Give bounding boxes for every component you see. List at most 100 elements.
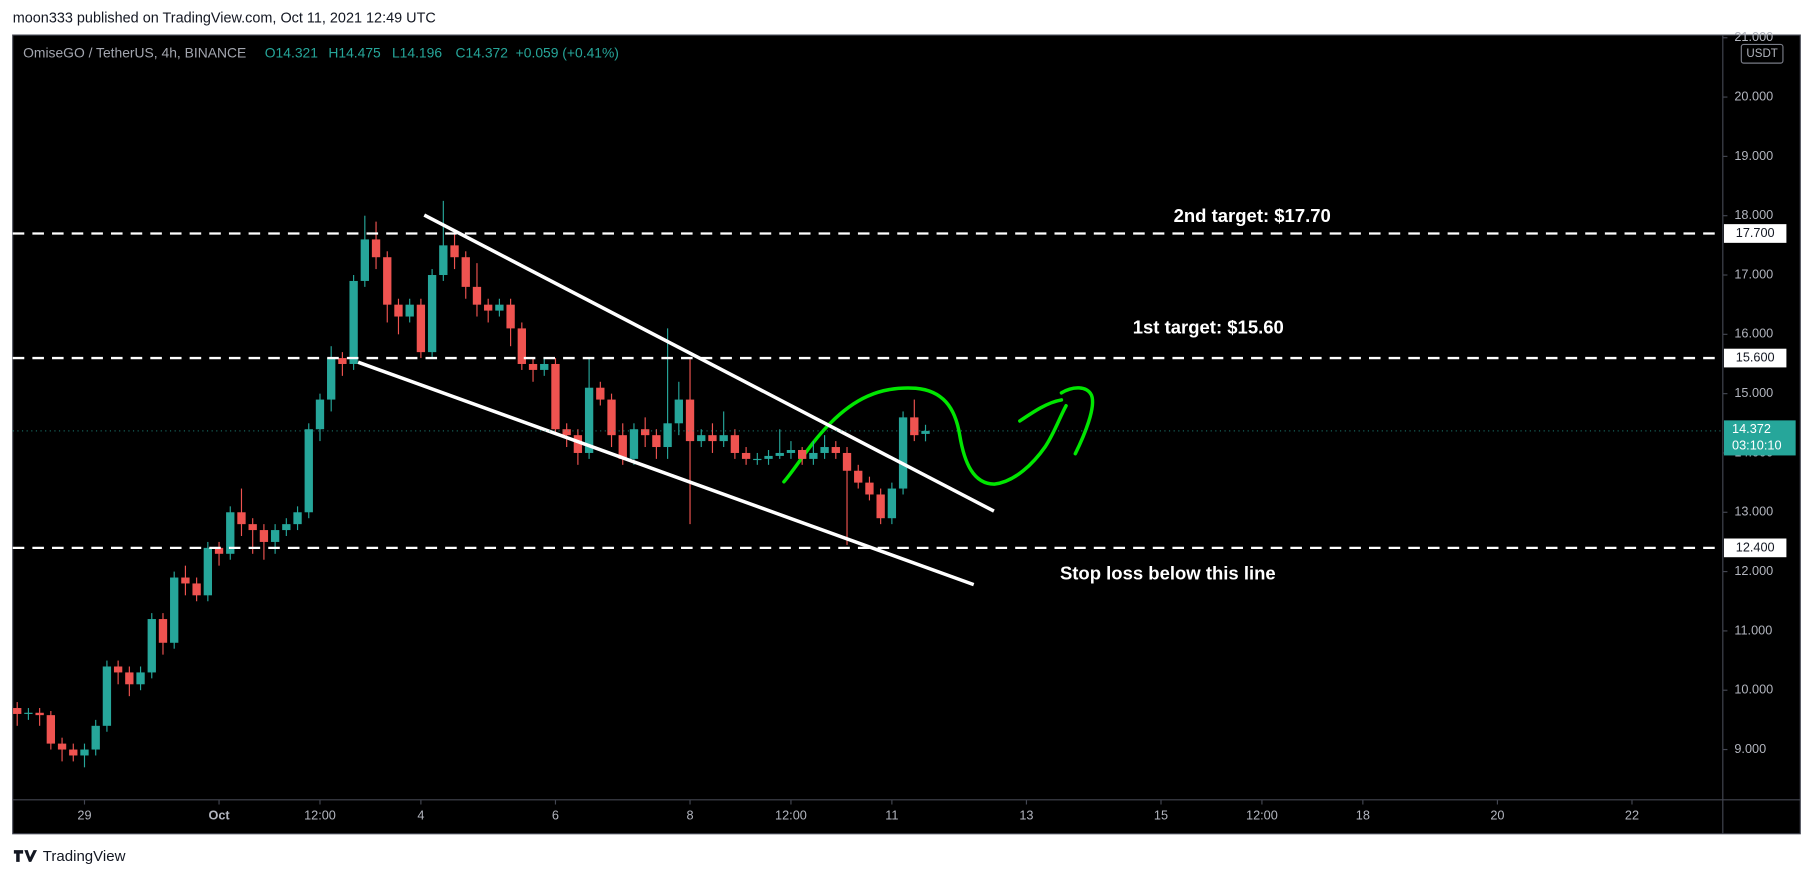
candle-body (46, 715, 56, 744)
y-tick-label: 12.000 (1734, 563, 1773, 578)
level-price-box (1723, 224, 1787, 243)
candle-body (652, 435, 661, 448)
x-tick-label: 13 (1019, 808, 1033, 823)
drawn-curve (1018, 398, 1064, 423)
candle-body (338, 358, 347, 364)
candle-body (113, 666, 123, 673)
candle-body (450, 245, 459, 258)
y-tick-label: 15.000 (1734, 385, 1773, 400)
candle-body (809, 452, 818, 459)
candle-body (697, 435, 706, 442)
candle-body (495, 304, 504, 311)
y-tick-label: 17.000 (1734, 266, 1773, 281)
candle-body (910, 417, 919, 436)
candle-body (461, 257, 470, 287)
candle-body (158, 619, 168, 643)
level-annotation: Stop loss below this line (1060, 563, 1276, 584)
candle-body (170, 577, 179, 643)
candle-body (147, 619, 156, 673)
candle-body (405, 304, 414, 317)
legend-value: O14.321 (265, 44, 318, 60)
candle-body (315, 399, 325, 430)
candle-body (562, 429, 571, 436)
candle-body (753, 458, 762, 461)
drawn-curve (1059, 386, 1095, 456)
candle-body (674, 399, 683, 424)
candle-body (798, 449, 807, 459)
candle-body (842, 452, 852, 471)
y-tick-label: 11.000 (1734, 622, 1772, 637)
candle-body (517, 328, 526, 364)
candle-body (383, 257, 392, 305)
candle-body (259, 530, 269, 542)
candle-body (596, 387, 605, 400)
candle-body (203, 547, 213, 596)
candle-body (730, 435, 740, 453)
last-price-box (1723, 420, 1796, 456)
level-price-label: 15.600 (1736, 349, 1775, 364)
candle-body (181, 577, 190, 584)
logo-mark (13, 850, 37, 862)
candle-body (439, 245, 448, 276)
candle-body (573, 435, 583, 453)
last-price-label: 14.372 (1732, 421, 1771, 436)
candle-body (35, 712, 44, 716)
candle-body (69, 749, 78, 756)
candle-body (663, 423, 672, 448)
candle-body (528, 363, 538, 370)
x-tick-label: Oct (208, 808, 230, 823)
y-tick-label: 19.000 (1734, 148, 1773, 163)
candle-body (282, 524, 291, 531)
x-tick-label: 12:00 (775, 808, 807, 823)
candle-body (854, 470, 863, 483)
y-tick-label: 18.000 (1734, 207, 1773, 222)
candle-body (102, 666, 112, 726)
candle-body (641, 429, 650, 436)
legend-value: C14.372 (456, 44, 509, 60)
candle-body (427, 275, 437, 353)
candle-body (618, 435, 627, 459)
y-tick-label: 10.000 (1734, 682, 1773, 697)
candle-body (898, 417, 908, 489)
candle-body (887, 488, 897, 519)
candle-body (865, 482, 874, 495)
candle-body (540, 363, 549, 370)
x-tick-label: 4 (417, 808, 424, 823)
candles (13, 200, 930, 768)
candle-body (13, 708, 22, 714)
candle-body (741, 452, 751, 459)
candle-body (371, 239, 381, 258)
candle-body (349, 280, 358, 364)
candle-body (831, 447, 840, 453)
x-tick-label: 20 (1490, 808, 1504, 823)
candle-body (629, 429, 639, 459)
x-tick-label: 29 (77, 808, 91, 823)
candle-body (360, 239, 369, 281)
candle-body (506, 304, 515, 329)
candle-body (820, 447, 829, 453)
legend-value: H14.475 (328, 44, 381, 60)
candle-body (248, 524, 257, 531)
y-unit: USDT (1746, 47, 1777, 60)
legend-value: +0.059 (+0.41%) (516, 44, 619, 60)
countdown: 03:10:10 (1732, 437, 1781, 452)
candle-body (607, 399, 616, 436)
x-tick-label: 18 (1356, 808, 1370, 823)
tradingview-logo (13, 850, 37, 862)
candle-body (91, 725, 100, 750)
legend-value: L14.196 (392, 44, 442, 60)
level-price-box (1723, 538, 1787, 558)
candle-body (293, 512, 302, 525)
candle-body (764, 455, 773, 459)
x-tick-label: 8 (686, 808, 693, 823)
candle-body (327, 358, 336, 400)
unit-box (1740, 43, 1784, 64)
x-tick-label: 12:00 (1246, 808, 1278, 823)
y-tick-label: 21.000 (1734, 29, 1773, 44)
y-tick-label: 16.000 (1734, 326, 1773, 341)
candle-body (226, 512, 235, 554)
candle-body (57, 743, 67, 750)
x-tick-label: 11 (885, 808, 898, 823)
